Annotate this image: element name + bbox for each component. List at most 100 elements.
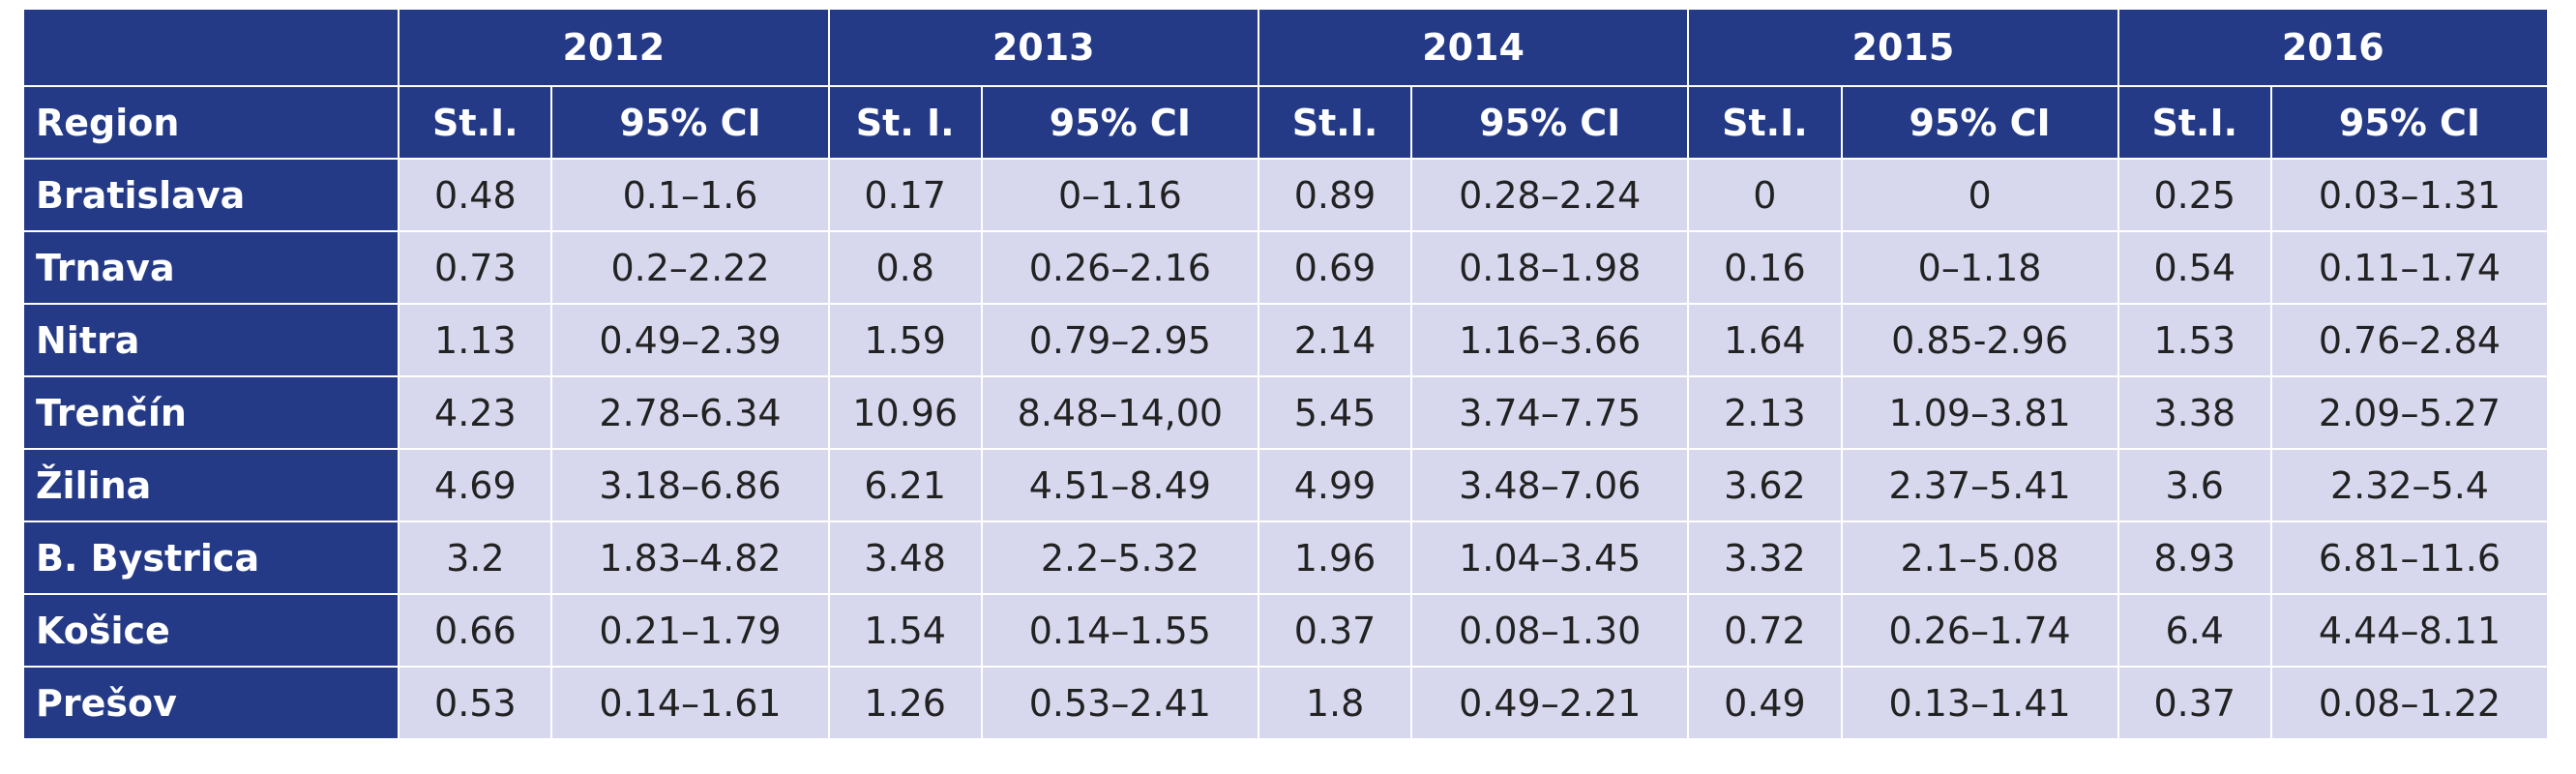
region-column-header: Region xyxy=(21,85,400,160)
table-row: Trnava 0.73 0.2–2.22 0.8 0.26–2.16 0.69 0.18–1… xyxy=(21,230,2550,305)
st-value-cell: 0.53 xyxy=(398,666,553,740)
ci-value-cell: 0.76–2.84 xyxy=(2269,303,2550,377)
st-value-cell: 0.17 xyxy=(827,158,983,232)
ci-value-cell: 0.28–2.24 xyxy=(1410,158,1690,232)
ci-header: 95% CI xyxy=(1410,85,1690,160)
st-value-cell: 0.16 xyxy=(1687,230,1843,305)
table-row: Trenčín 4.23 2.78–6.34 10.96 8.48–14,00 5.45 3… xyxy=(21,375,2550,450)
ci-value-cell: 0.26–1.74 xyxy=(1840,593,2119,668)
st-value-cell: 3.32 xyxy=(1687,521,1843,595)
ci-header: 95% CI xyxy=(980,85,1259,160)
st-value-cell: 0.25 xyxy=(2117,158,2272,232)
ci-value-cell: 0.1–1.6 xyxy=(550,158,830,232)
st-value-cell: 0.66 xyxy=(398,593,553,668)
column-header-row: Region St.I. 95% CI St. I. 95% CI St.I. … xyxy=(21,85,2550,160)
st-header: St.I. xyxy=(1257,85,1413,160)
st-value-cell: 0.89 xyxy=(1257,158,1413,232)
ci-value-cell: 3.48–7.06 xyxy=(1410,448,1690,522)
st-value-cell: 0.37 xyxy=(2117,666,2272,740)
region-name-cell: B. Bystrica xyxy=(21,521,400,595)
st-value-cell: 2.14 xyxy=(1257,303,1413,377)
st-value-cell: 4.23 xyxy=(398,375,553,450)
ci-value-cell: 0.03–1.31 xyxy=(2269,158,2550,232)
year-header-2012: 2012 xyxy=(398,8,830,87)
year-header-2014: 2014 xyxy=(1257,8,1690,87)
st-value-cell: 1.54 xyxy=(827,593,983,668)
st-value-cell: 4.99 xyxy=(1257,448,1413,522)
st-value-cell: 0.69 xyxy=(1257,230,1413,305)
ci-value-cell: 6.81–11.6 xyxy=(2269,521,2550,595)
st-value-cell: 6.21 xyxy=(827,448,983,522)
ci-value-cell: 0.18–1.98 xyxy=(1410,230,1690,305)
st-value-cell: 0.49 xyxy=(1687,666,1843,740)
st-value-cell: 0 xyxy=(1687,158,1843,232)
ci-header: 95% CI xyxy=(1840,85,2119,160)
ci-value-cell: 0.11–1.74 xyxy=(2269,230,2550,305)
ci-value-cell: 0.49–2.21 xyxy=(1410,666,1690,740)
ci-value-cell: 2.2–5.32 xyxy=(980,521,1259,595)
ci-value-cell: 0.49–2.39 xyxy=(550,303,830,377)
st-value-cell: 10.96 xyxy=(827,375,983,450)
st-value-cell: 0.8 xyxy=(827,230,983,305)
ci-value-cell: 2.09–5.27 xyxy=(2269,375,2550,450)
table-row: Košice 0.66 0.21–1.79 1.54 0.14–1.55 0.37 0.08… xyxy=(21,593,2550,668)
ci-value-cell: 0.08–1.22 xyxy=(2269,666,2550,740)
ci-header: 95% CI xyxy=(2269,85,2550,160)
st-value-cell: 1.59 xyxy=(827,303,983,377)
st-value-cell: 3.62 xyxy=(1687,448,1843,522)
st-value-cell: 4.69 xyxy=(398,448,553,522)
ci-value-cell: 2.1–5.08 xyxy=(1840,521,2119,595)
ci-value-cell: 0.53–2.41 xyxy=(980,666,1259,740)
ci-value-cell: 0.26–2.16 xyxy=(980,230,1259,305)
st-value-cell: 0.48 xyxy=(398,158,553,232)
region-name-cell: Trenčín xyxy=(21,375,400,450)
st-value-cell: 0.73 xyxy=(398,230,553,305)
ci-value-cell: 0.14–1.61 xyxy=(550,666,830,740)
st-value-cell: 1.26 xyxy=(827,666,983,740)
ci-value-cell: 1.83–4.82 xyxy=(550,521,830,595)
ci-value-cell: 3.74–7.75 xyxy=(1410,375,1690,450)
ci-value-cell: 0.14–1.55 xyxy=(980,593,1259,668)
table-row: Bratislava 0.48 0.1–1.6 0.17 0–1.16 0.89 0.28–… xyxy=(21,158,2550,232)
st-value-cell: 5.45 xyxy=(1257,375,1413,450)
ci-value-cell: 3.18–6.86 xyxy=(550,448,830,522)
table-row: B. Bystrica 3.2 1.83–4.82 3.48 2.2–5.32 1.96 1… xyxy=(21,521,2550,595)
st-value-cell: 0.72 xyxy=(1687,593,1843,668)
st-header: St.I. xyxy=(1687,85,1843,160)
year-header-2013: 2013 xyxy=(827,8,1259,87)
data-table-container: 2012 2013 2014 2015 2016 Region St.I. 95… xyxy=(21,8,2550,740)
ci-value-cell: 0.2–2.22 xyxy=(550,230,830,305)
ci-value-cell: 1.04–3.45 xyxy=(1410,521,1690,595)
ci-value-cell: 1.09–3.81 xyxy=(1840,375,2119,450)
region-name-cell: Nitra xyxy=(21,303,400,377)
table-row: Prešov 0.53 0.14–1.61 1.26 0.53–2.41 1.8 0.49–… xyxy=(21,666,2550,740)
table-header: 2012 2013 2014 2015 2016 Region St.I. 95… xyxy=(21,8,2550,160)
ci-value-cell: 0.79–2.95 xyxy=(980,303,1259,377)
ci-value-cell: 8.48–14,00 xyxy=(980,375,1259,450)
table-body: Bratislava 0.48 0.1–1.6 0.17 0–1.16 0.89 0.28–… xyxy=(21,158,2550,740)
st-value-cell: 3.2 xyxy=(398,521,553,595)
ci-value-cell: 0.13–1.41 xyxy=(1840,666,2119,740)
st-value-cell: 1.13 xyxy=(398,303,553,377)
table-row: Žilina 4.69 3.18–6.86 6.21 4.51–8.49 4.99 3.48… xyxy=(21,448,2550,522)
st-value-cell: 0.37 xyxy=(1257,593,1413,668)
ci-value-cell: 0.08–1.30 xyxy=(1410,593,1690,668)
st-value-cell: 3.6 xyxy=(2117,448,2272,522)
table-row: Nitra 1.13 0.49–2.39 1.59 0.79–2.95 2.14 1.16–… xyxy=(21,303,2550,377)
region-name-cell: Žilina xyxy=(21,448,400,522)
st-value-cell: 1.96 xyxy=(1257,521,1413,595)
corner-cell xyxy=(21,8,400,87)
st-header: St.I. xyxy=(2117,85,2272,160)
st-value-cell: 3.38 xyxy=(2117,375,2272,450)
region-name-cell: Trnava xyxy=(21,230,400,305)
st-value-cell: 1.53 xyxy=(2117,303,2272,377)
ci-value-cell: 2.37–5.41 xyxy=(1840,448,2119,522)
ci-value-cell: 4.44–8.11 xyxy=(2269,593,2550,668)
ci-value-cell: 0.85-2.96 xyxy=(1840,303,2119,377)
st-value-cell: 6.4 xyxy=(2117,593,2272,668)
ci-value-cell: 0.21–1.79 xyxy=(550,593,830,668)
st-value-cell: 1.64 xyxy=(1687,303,1843,377)
st-header: St.I. xyxy=(398,85,553,160)
ci-value-cell: 0 xyxy=(1840,158,2119,232)
ci-value-cell: 0–1.18 xyxy=(1840,230,2119,305)
